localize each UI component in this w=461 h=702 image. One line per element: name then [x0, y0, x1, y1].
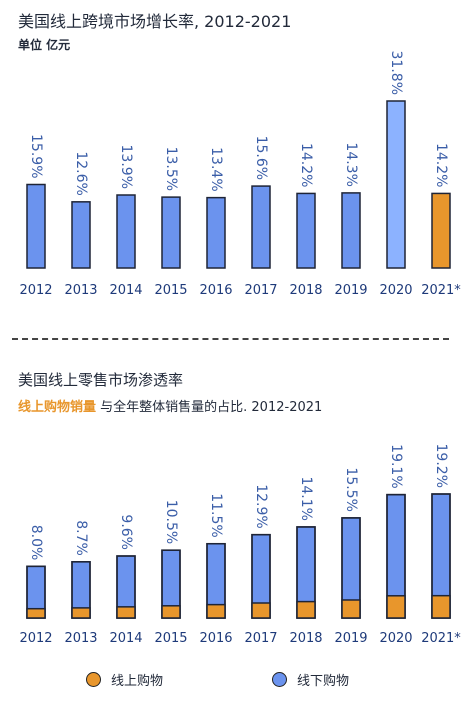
legend-online: 线上购物: [86, 670, 163, 689]
value-label-2020: 19.1%: [388, 444, 404, 488]
value-label-2016: 11.5%: [208, 493, 224, 537]
value-label-2017: 15.6%: [253, 136, 269, 180]
bar-online-2012: [26, 607, 46, 619]
top-bar-chart: 15.9% 2012 12.6% 2013 13.9% 2014 13.5% 2015 13.4…: [19, 51, 461, 298]
value-label-2012: 8.0%: [28, 525, 44, 561]
bottom-chart-subtitle: 线上购物销量 与全年整体销售量的占比. 2012-2021: [18, 396, 322, 415]
x-tick-2012: 2012: [19, 283, 52, 298]
bar-2012: [26, 183, 46, 269]
x-tick-2020: 2020: [379, 631, 412, 646]
x-tick-2014: 2014: [109, 283, 142, 298]
legend-online-swatch: [86, 672, 101, 687]
top-chart-title: 美国线上跨境市场增长率, 2012-2021: [18, 12, 292, 31]
bar-2013: [71, 201, 91, 269]
bottom-chart-title: 美国线上零售市场渗透率: [18, 371, 184, 389]
value-label-2015: 10.5%: [163, 500, 179, 544]
bar-online-2013: [71, 607, 91, 619]
x-tick-2014: 2014: [109, 631, 142, 646]
x-tick-2013: 2013: [64, 631, 97, 646]
bar-2016: [206, 196, 226, 269]
value-label-2021*: 14.2%: [433, 143, 449, 187]
bar-online-2014: [116, 606, 136, 619]
bar-2017: [251, 185, 271, 269]
bar-2020: [386, 100, 406, 269]
x-tick-2012: 2012: [19, 631, 52, 646]
x-tick-2015: 2015: [154, 283, 187, 298]
legend-online-label: 线上购物: [111, 674, 164, 689]
bar-online-2018: [296, 600, 316, 619]
x-tick-2019: 2019: [334, 283, 367, 298]
value-label-2013: 8.7%: [73, 520, 89, 556]
value-label-2019: 14.3%: [343, 142, 359, 186]
subtitle-rest: 与全年整体销售量的占比. 2012-2021: [96, 400, 323, 415]
x-tick-2018: 2018: [289, 283, 322, 298]
legend-offline-label: 线下购物: [297, 674, 350, 689]
bar-online-2021*: [431, 594, 451, 619]
bar-2019: [341, 192, 361, 269]
bar-2021*: [431, 192, 451, 269]
value-label-2017: 12.9%: [253, 484, 269, 528]
section-divider: [12, 338, 449, 340]
x-tick-2016: 2016: [199, 631, 232, 646]
value-label-2015: 13.5%: [163, 147, 179, 191]
bar-2018: [296, 192, 316, 269]
x-tick-2016: 2016: [199, 283, 232, 298]
x-tick-2019: 2019: [334, 631, 367, 646]
x-tick-2020: 2020: [379, 283, 412, 298]
bar-online-2015: [161, 605, 181, 619]
bar-online-2016: [206, 603, 226, 619]
legend-offline-swatch: [272, 672, 287, 687]
x-tick-2018: 2018: [289, 631, 322, 646]
x-tick-2021*: 2021*: [421, 283, 461, 298]
legend-offline: 线下购物: [272, 670, 349, 689]
bar-online-2019: [341, 599, 361, 619]
bar-online-2020: [386, 595, 406, 619]
value-label-2012: 15.9%: [28, 134, 44, 178]
bar-2015: [161, 196, 181, 269]
x-tick-2021*: 2021*: [421, 631, 461, 646]
value-label-2014: 13.9%: [118, 145, 134, 189]
top-chart-unit: 单位 亿元: [18, 38, 71, 52]
value-label-2018: 14.1%: [298, 476, 314, 520]
x-tick-2017: 2017: [244, 283, 277, 298]
value-label-2014: 9.6%: [118, 514, 134, 550]
value-label-2021*: 19.2%: [433, 444, 449, 488]
bar-online-2017: [251, 602, 271, 619]
subtitle-highlight: 线上购物销量: [18, 400, 97, 415]
x-tick-2017: 2017: [244, 631, 277, 646]
value-label-2013: 12.6%: [73, 151, 89, 195]
value-label-2020: 31.8%: [388, 51, 404, 95]
value-label-2016: 13.4%: [208, 147, 224, 191]
x-tick-2013: 2013: [64, 283, 97, 298]
bar-2014: [116, 194, 136, 269]
value-label-2019: 15.5%: [343, 467, 359, 511]
value-label-2018: 14.2%: [298, 143, 314, 187]
x-tick-2015: 2015: [154, 631, 187, 646]
